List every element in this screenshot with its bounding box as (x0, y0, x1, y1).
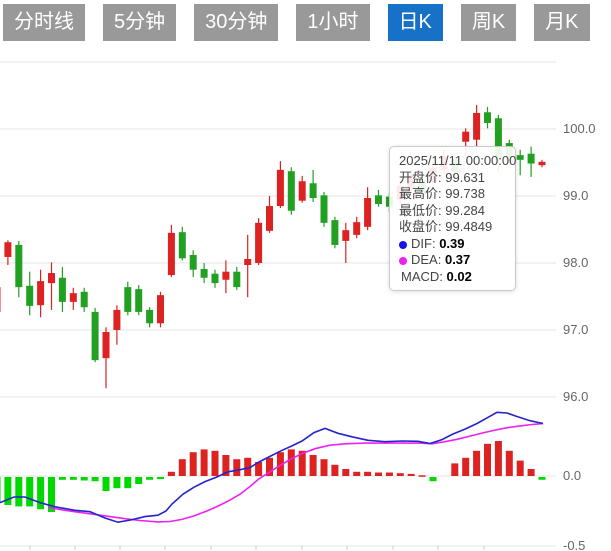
tab-daily-k[interactable]: 日K (387, 4, 443, 41)
svg-text:99.0: 99.0 (563, 188, 588, 203)
tooltip-open-row: 开盘价: 99.631 (399, 169, 486, 185)
svg-text:100.0: 100.0 (563, 121, 596, 136)
tooltip-low-row: 最低价: 99.284 (399, 202, 486, 218)
svg-text:96.0: 96.0 (563, 389, 588, 404)
interval-tabbar: 分时线 5分钟 30分钟 1小时 日K 周K 月K (3, 4, 590, 41)
tab-1hour[interactable]: 1小时 (296, 4, 370, 41)
tooltip-dea-row: DEA: 0.37 (399, 252, 506, 269)
ohlc-tooltip: 2025/11/11 00:00:00 开盘价: 99.631 最高价: 99.… (389, 146, 516, 291)
dif-bullet-icon (399, 240, 407, 249)
tooltip-dif-row: DIF: 0.39 (399, 236, 506, 253)
tab-5min[interactable]: 5分钟 (103, 4, 177, 41)
dea-bullet-icon (399, 257, 407, 265)
svg-text:0.0: 0.0 (563, 468, 581, 483)
svg-text:98.0: 98.0 (563, 255, 588, 270)
tab-30min[interactable]: 30分钟 (194, 4, 279, 41)
svg-text:-0.5: -0.5 (563, 538, 585, 551)
tab-monthly-k[interactable]: 月K (534, 4, 590, 41)
svg-text:97.0: 97.0 (563, 322, 588, 337)
tooltip-macd-row: MACD: 0.02 (401, 268, 472, 284)
tab-weekly-k[interactable]: 周K (460, 4, 517, 41)
tab-minute-line[interactable]: 分时线 (3, 4, 85, 41)
tooltip-datetime: 2025/11/11 00:00:00 (399, 153, 517, 168)
tooltip-high-row: 最高价: 99.738 (399, 186, 486, 201)
tooltip-close-row: 收盘价: 99.4849 (399, 219, 493, 234)
